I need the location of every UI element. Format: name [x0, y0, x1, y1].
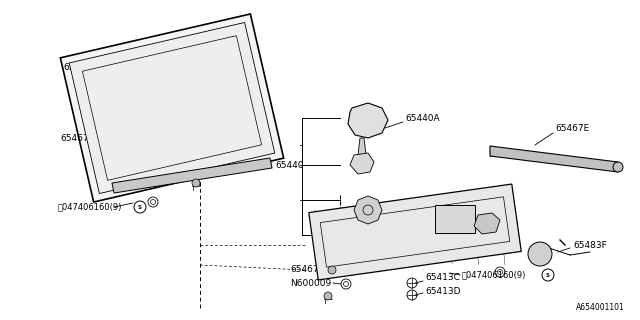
Polygon shape — [474, 213, 500, 234]
Text: 65467U: 65467U — [290, 266, 325, 275]
Text: 65440: 65440 — [275, 161, 303, 170]
Text: Ⓢ047406160(9): Ⓢ047406160(9) — [462, 270, 526, 279]
Polygon shape — [308, 184, 521, 280]
Text: 65413D: 65413D — [425, 286, 461, 295]
Bar — [435, 205, 475, 233]
Polygon shape — [348, 103, 388, 138]
Circle shape — [192, 179, 200, 187]
Polygon shape — [60, 14, 284, 202]
Text: 65440A: 65440A — [405, 114, 440, 123]
Text: S: S — [546, 273, 550, 278]
Circle shape — [328, 266, 336, 274]
Text: 65467U: 65467U — [163, 171, 198, 180]
Text: A654001101: A654001101 — [576, 303, 625, 312]
Circle shape — [324, 292, 332, 300]
Circle shape — [528, 242, 552, 266]
Polygon shape — [490, 146, 618, 172]
Text: 65413C: 65413C — [425, 274, 460, 283]
Text: 65483F: 65483F — [573, 241, 607, 250]
Circle shape — [613, 162, 623, 172]
Text: 65467D: 65467D — [60, 133, 95, 142]
Text: 65467E: 65467E — [555, 124, 589, 132]
Text: N600009: N600009 — [290, 278, 332, 287]
Text: Ⓢ047406160(9): Ⓢ047406160(9) — [58, 203, 122, 212]
Polygon shape — [354, 196, 382, 224]
Polygon shape — [350, 153, 374, 174]
Polygon shape — [112, 158, 272, 193]
Polygon shape — [69, 22, 275, 194]
Text: S: S — [138, 205, 142, 210]
Text: 65431: 65431 — [63, 62, 92, 71]
Polygon shape — [358, 138, 366, 155]
